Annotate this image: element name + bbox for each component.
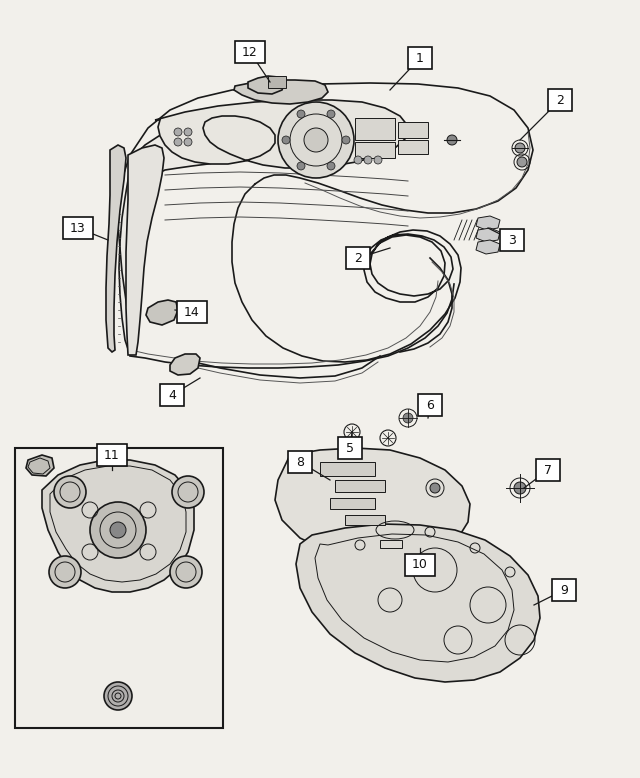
Text: 6: 6 [426, 398, 434, 412]
Circle shape [297, 162, 305, 170]
FancyBboxPatch shape [97, 444, 127, 466]
Circle shape [184, 138, 192, 146]
Polygon shape [296, 524, 540, 682]
Polygon shape [146, 300, 178, 325]
Text: 9: 9 [560, 584, 568, 597]
Polygon shape [476, 240, 500, 254]
Polygon shape [26, 455, 54, 476]
Bar [268, 76, 286, 88]
Circle shape [104, 682, 132, 710]
Text: 7: 7 [544, 464, 552, 476]
FancyBboxPatch shape [552, 579, 576, 601]
Bar [15, 448, 223, 728]
Circle shape [54, 476, 86, 508]
Circle shape [172, 476, 204, 508]
FancyBboxPatch shape [288, 451, 312, 473]
Circle shape [174, 128, 182, 136]
Polygon shape [476, 216, 500, 230]
Circle shape [364, 156, 372, 164]
Text: 14: 14 [184, 306, 200, 318]
Circle shape [374, 156, 382, 164]
Text: 1: 1 [416, 51, 424, 65]
Circle shape [327, 162, 335, 170]
FancyBboxPatch shape [418, 394, 442, 416]
Bar [355, 118, 395, 140]
Circle shape [430, 483, 440, 493]
Text: 10: 10 [412, 559, 428, 572]
Bar [335, 480, 385, 492]
Polygon shape [234, 80, 328, 104]
Text: 2: 2 [556, 93, 564, 107]
Bar [398, 122, 428, 138]
Circle shape [297, 110, 305, 118]
Circle shape [403, 413, 413, 423]
Polygon shape [170, 354, 200, 375]
FancyBboxPatch shape [63, 217, 93, 239]
Circle shape [174, 138, 182, 146]
Bar [380, 540, 402, 548]
Text: 11: 11 [104, 448, 120, 461]
FancyBboxPatch shape [338, 437, 362, 459]
Circle shape [110, 522, 126, 538]
Circle shape [304, 128, 328, 152]
Text: 12: 12 [242, 45, 258, 58]
Circle shape [514, 482, 526, 494]
Bar [330, 498, 375, 509]
Circle shape [515, 143, 525, 153]
Text: 4: 4 [168, 388, 176, 401]
Bar [320, 462, 375, 476]
FancyBboxPatch shape [536, 459, 560, 481]
Circle shape [49, 556, 81, 588]
Polygon shape [155, 100, 408, 168]
Circle shape [354, 156, 362, 164]
Polygon shape [476, 228, 500, 242]
Bar [355, 142, 395, 158]
FancyBboxPatch shape [548, 89, 572, 111]
Polygon shape [248, 76, 285, 94]
Circle shape [184, 128, 192, 136]
Polygon shape [275, 448, 470, 560]
Circle shape [342, 136, 350, 144]
Circle shape [278, 102, 354, 178]
Circle shape [282, 136, 290, 144]
Circle shape [170, 556, 202, 588]
FancyBboxPatch shape [235, 41, 265, 63]
Polygon shape [119, 118, 275, 355]
Polygon shape [106, 145, 126, 352]
FancyBboxPatch shape [160, 384, 184, 406]
FancyBboxPatch shape [346, 247, 370, 269]
Text: 3: 3 [508, 233, 516, 247]
FancyBboxPatch shape [500, 229, 524, 251]
Circle shape [447, 135, 457, 145]
Text: 13: 13 [70, 222, 86, 234]
Circle shape [90, 502, 146, 558]
FancyBboxPatch shape [405, 554, 435, 576]
Text: 5: 5 [346, 441, 354, 454]
FancyBboxPatch shape [177, 301, 207, 323]
Text: 2: 2 [354, 251, 362, 265]
Bar [398, 140, 428, 154]
Circle shape [327, 110, 335, 118]
Text: 8: 8 [296, 455, 304, 468]
Circle shape [517, 157, 527, 167]
Polygon shape [126, 145, 164, 355]
Bar [345, 515, 385, 525]
Polygon shape [42, 460, 194, 592]
FancyBboxPatch shape [408, 47, 432, 69]
